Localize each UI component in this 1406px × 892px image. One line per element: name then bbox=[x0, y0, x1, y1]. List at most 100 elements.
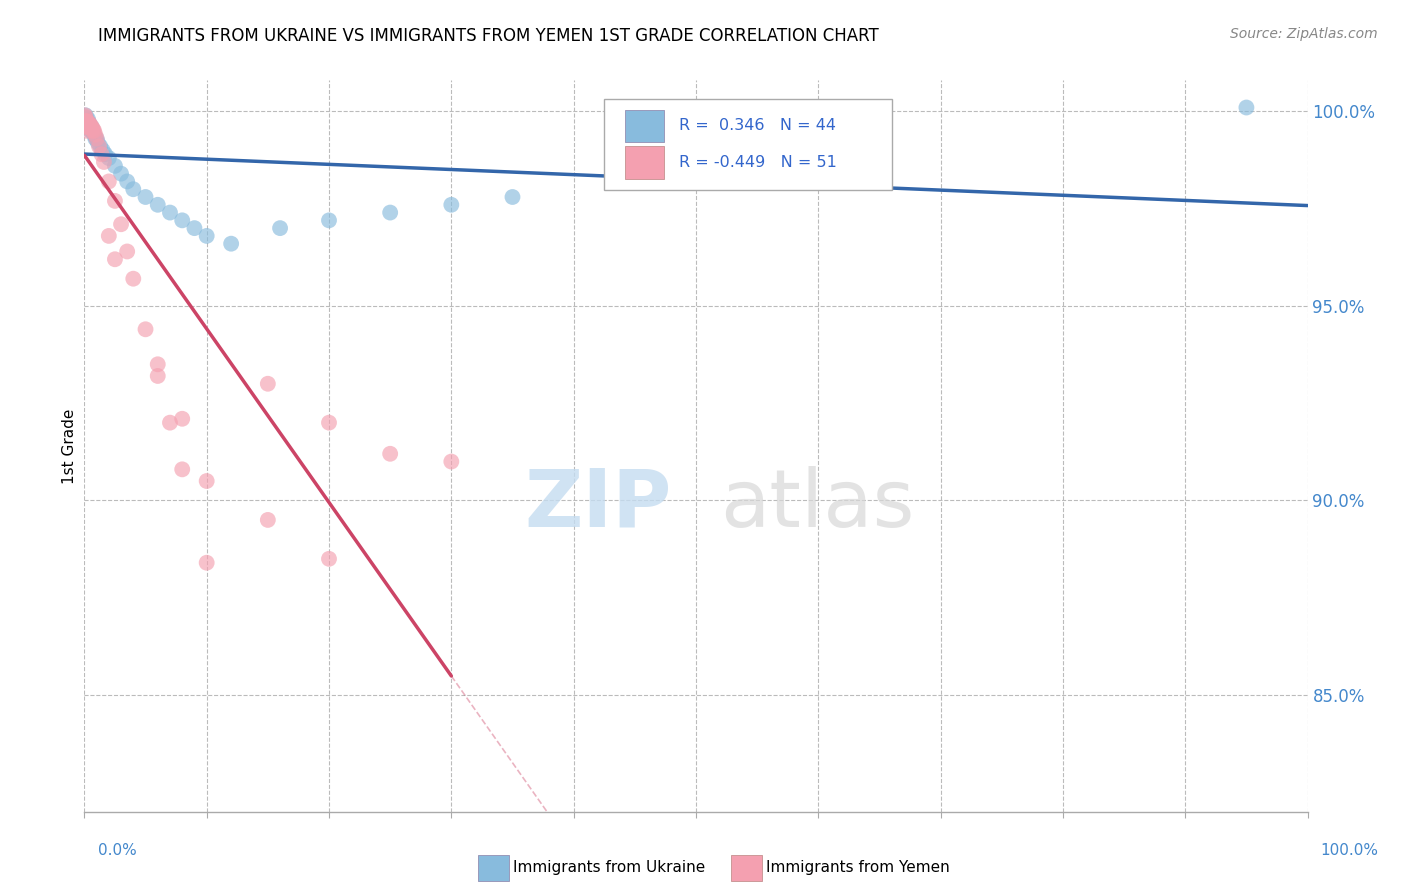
Point bbox=[104, 194, 127, 208]
Point bbox=[115, 244, 138, 259]
Point bbox=[76, 114, 98, 128]
Point bbox=[76, 116, 98, 130]
Point bbox=[195, 556, 218, 570]
Point bbox=[380, 205, 402, 219]
Point bbox=[79, 118, 101, 132]
Point bbox=[440, 198, 463, 212]
Point bbox=[76, 118, 98, 132]
Point bbox=[269, 221, 291, 235]
Text: R =  0.346   N = 44: R = 0.346 N = 44 bbox=[679, 118, 835, 133]
Point bbox=[82, 122, 104, 136]
Point bbox=[502, 190, 524, 204]
Point bbox=[104, 252, 127, 267]
Point bbox=[77, 112, 100, 127]
Point bbox=[79, 124, 101, 138]
Text: R = -0.449   N = 51: R = -0.449 N = 51 bbox=[679, 154, 837, 169]
Point bbox=[135, 190, 157, 204]
Point bbox=[146, 368, 169, 383]
Point bbox=[257, 376, 280, 391]
Point bbox=[75, 112, 97, 127]
Point bbox=[84, 128, 107, 142]
Bar bbox=[626, 110, 664, 143]
Point bbox=[146, 357, 169, 371]
Point bbox=[440, 454, 463, 468]
Point bbox=[195, 228, 218, 243]
Point bbox=[76, 118, 98, 132]
Point bbox=[318, 551, 340, 566]
Point bbox=[135, 322, 157, 336]
Point bbox=[80, 120, 103, 134]
Point bbox=[1236, 101, 1258, 115]
Point bbox=[93, 155, 115, 169]
Point bbox=[75, 108, 97, 122]
Point bbox=[82, 124, 104, 138]
Text: IMMIGRANTS FROM UKRAINE VS IMMIGRANTS FROM YEMEN 1ST GRADE CORRELATION CHART: IMMIGRANTS FROM UKRAINE VS IMMIGRANTS FR… bbox=[98, 27, 879, 45]
Point bbox=[75, 120, 97, 134]
Point bbox=[97, 151, 120, 165]
Point bbox=[75, 114, 97, 128]
Point bbox=[75, 116, 97, 130]
FancyBboxPatch shape bbox=[605, 99, 891, 190]
Point bbox=[110, 167, 132, 181]
Y-axis label: 1st Grade: 1st Grade bbox=[62, 409, 77, 483]
Point bbox=[257, 513, 280, 527]
Point bbox=[219, 236, 242, 251]
Point bbox=[159, 205, 181, 219]
Point bbox=[115, 174, 138, 188]
Point bbox=[73, 108, 96, 122]
Point bbox=[80, 122, 103, 136]
Point bbox=[76, 124, 98, 138]
Point bbox=[172, 462, 194, 476]
Text: Immigrants from Yemen: Immigrants from Yemen bbox=[766, 861, 950, 875]
Point bbox=[94, 147, 117, 161]
Point bbox=[76, 118, 98, 132]
Point bbox=[77, 116, 100, 130]
Point bbox=[146, 198, 169, 212]
Point bbox=[380, 447, 402, 461]
Point bbox=[104, 159, 127, 173]
Point bbox=[86, 131, 108, 145]
Point bbox=[83, 128, 105, 142]
Point bbox=[122, 182, 145, 196]
Point bbox=[77, 120, 100, 134]
Point bbox=[87, 139, 110, 153]
Point bbox=[75, 110, 97, 124]
Point bbox=[77, 120, 100, 134]
Point bbox=[79, 120, 101, 134]
Point bbox=[82, 124, 104, 138]
Point bbox=[75, 114, 97, 128]
Point bbox=[77, 120, 100, 134]
Point bbox=[318, 213, 340, 227]
Point bbox=[122, 271, 145, 285]
Point bbox=[77, 116, 100, 130]
Point bbox=[172, 213, 194, 227]
Point bbox=[87, 136, 110, 150]
Point bbox=[75, 114, 97, 128]
Point bbox=[73, 110, 96, 124]
Point bbox=[79, 120, 101, 134]
Point bbox=[172, 411, 194, 425]
Point bbox=[77, 118, 100, 132]
Text: 0.0%: 0.0% bbox=[98, 843, 138, 858]
Point bbox=[159, 416, 181, 430]
Point bbox=[91, 144, 114, 158]
Point bbox=[77, 116, 100, 130]
Bar bbox=[626, 146, 664, 179]
Point bbox=[97, 174, 120, 188]
Text: Source: ZipAtlas.com: Source: ZipAtlas.com bbox=[1230, 27, 1378, 41]
Point bbox=[89, 139, 111, 153]
Point bbox=[183, 221, 205, 235]
Text: ZIP: ZIP bbox=[524, 466, 672, 543]
Point bbox=[86, 131, 108, 145]
Point bbox=[77, 120, 100, 134]
Text: Immigrants from Ukraine: Immigrants from Ukraine bbox=[513, 861, 706, 875]
Point bbox=[195, 474, 218, 488]
Point bbox=[84, 131, 107, 145]
Point bbox=[75, 116, 97, 130]
Point bbox=[90, 147, 112, 161]
Point bbox=[318, 416, 340, 430]
Text: 100.0%: 100.0% bbox=[1320, 843, 1378, 858]
Point bbox=[75, 118, 97, 132]
Point bbox=[76, 116, 98, 130]
Point bbox=[76, 114, 98, 128]
